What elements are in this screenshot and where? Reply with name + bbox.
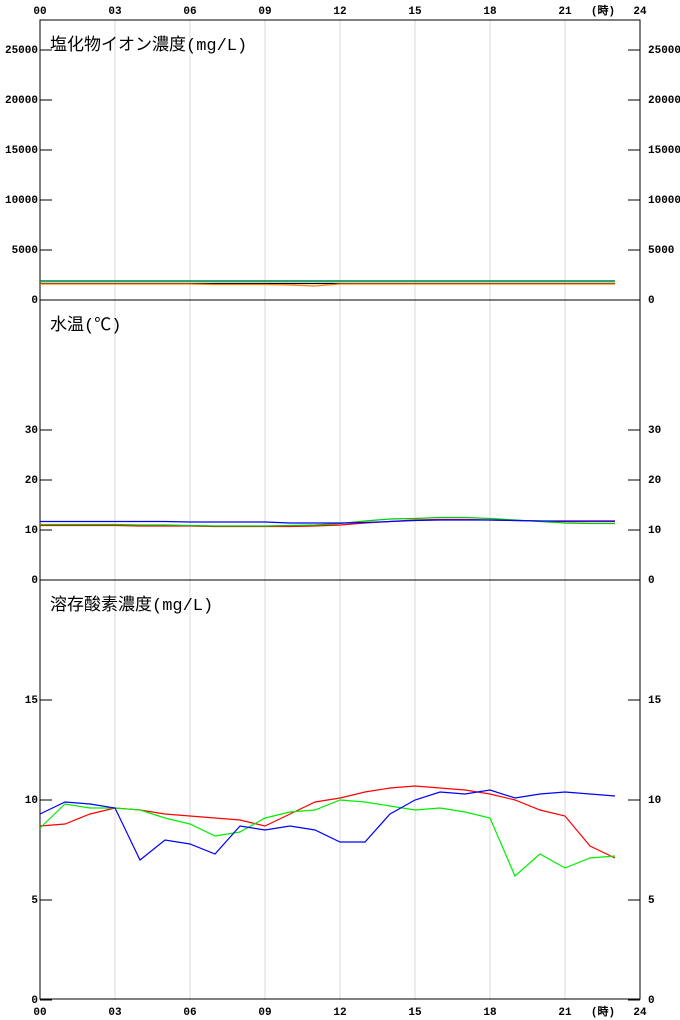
- x-tick-label: 12: [333, 6, 346, 18]
- y-tick-label: 20: [648, 475, 661, 487]
- y-tick-label: 30: [648, 425, 661, 437]
- data-line: [39, 785, 616, 859]
- y-tick-label: 25000: [5, 45, 38, 57]
- x-axis-label: (時): [591, 3, 615, 18]
- data-line: [39, 789, 616, 861]
- y-tick-label: 15000: [648, 145, 680, 157]
- x-tick-label: 00: [33, 6, 46, 18]
- y-tick-label: 10: [648, 525, 661, 537]
- panel-title: 水温(℃): [50, 315, 121, 336]
- y-tick-label: 10: [25, 795, 38, 807]
- x-tick-label: 06: [183, 6, 196, 18]
- x-tick-label: 09: [258, 6, 271, 18]
- y-tick-label: 0: [648, 295, 655, 307]
- y-tick-label: 5: [31, 895, 38, 907]
- x-tick-label: 18: [483, 1007, 497, 1019]
- y-tick-label: 0: [31, 575, 38, 587]
- data-line: [39, 799, 616, 877]
- x-tick-label: 21: [558, 1007, 572, 1019]
- y-tick-label: 15: [25, 695, 39, 707]
- y-tick-label: 20000: [5, 95, 38, 107]
- y-tick-label: 15000: [5, 145, 38, 157]
- y-tick-label: 0: [648, 995, 655, 1007]
- data-line: [40, 519, 615, 524]
- data-line: [40, 283, 615, 287]
- y-tick-label: 20000: [648, 95, 680, 107]
- x-tick-label: 24: [633, 6, 647, 18]
- y-tick-label: 15: [648, 695, 662, 707]
- y-tick-label: 10: [648, 795, 661, 807]
- y-tick-label: 5: [648, 895, 655, 907]
- y-tick-label: 10000: [648, 195, 680, 207]
- y-tick-label: 10000: [5, 195, 38, 207]
- plot-frame: [39, 579, 641, 1000]
- x-tick-label: 03: [108, 1007, 122, 1019]
- x-tick-label: 24: [633, 1007, 647, 1019]
- y-tick-label: 20: [25, 475, 38, 487]
- y-tick-label: 0: [31, 295, 38, 307]
- x-tick-label: 18: [483, 6, 497, 18]
- y-tick-label: 25000: [648, 45, 680, 57]
- x-tick-label: 00: [33, 1007, 46, 1019]
- x-tick-label: 09: [258, 1007, 271, 1019]
- y-tick-label: 0: [31, 995, 38, 1007]
- x-tick-label: 15: [408, 6, 422, 18]
- x-tick-label: 12: [333, 1007, 346, 1019]
- y-tick-label: 0: [648, 575, 655, 587]
- x-tick-label: 06: [183, 1007, 196, 1019]
- y-tick-label: 10: [25, 525, 38, 537]
- x-tick-label: 03: [108, 6, 122, 18]
- panel-title: 塩化物イオン濃度(mg/L): [50, 35, 247, 56]
- x-tick-label: 15: [408, 1007, 422, 1019]
- panel-title: 溶存酸素濃度(mg/L): [50, 595, 213, 616]
- y-tick-label: 30: [25, 425, 38, 437]
- x-tick-label: 21: [558, 6, 572, 18]
- y-tick-label: 5000: [648, 245, 674, 257]
- x-axis-label: (時): [591, 1004, 615, 1019]
- y-tick-label: 5000: [12, 245, 38, 257]
